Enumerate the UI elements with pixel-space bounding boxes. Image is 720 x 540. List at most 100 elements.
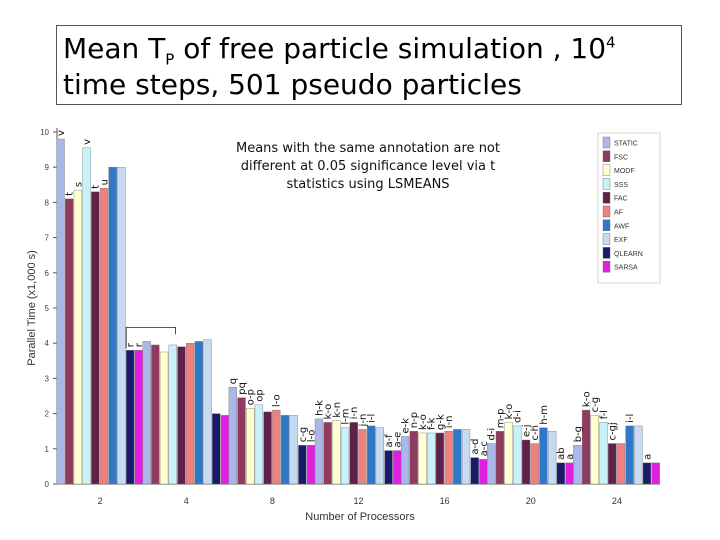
bar: [65, 198, 74, 485]
bar-annotation-label: k-n: [332, 402, 343, 418]
x-tick-label: 12: [353, 496, 363, 506]
x-tick-label: 16: [440, 496, 450, 506]
bar-annotation-label: s: [73, 182, 84, 187]
bar: [177, 346, 186, 485]
bar-annotation-label: o-p: [246, 389, 257, 405]
legend-item: QLEARN: [614, 251, 643, 258]
bar-annotation-label: f-l: [599, 410, 610, 419]
bar-annotation-label: k-o: [323, 404, 334, 420]
bar: [573, 445, 582, 485]
bar: [495, 431, 505, 485]
bar-annotation-label: u: [99, 179, 110, 185]
legend-item: EXF: [614, 237, 628, 244]
bar-annotation-label: n-p: [409, 412, 420, 428]
bar-annotation-label: f-k: [427, 417, 438, 430]
bar: [168, 344, 177, 485]
bar: [332, 420, 341, 485]
bar: [203, 339, 212, 485]
bar-annotation-label: ab: [556, 447, 567, 459]
legend-swatch: [602, 247, 611, 259]
bar-annotation-label: i-n: [444, 415, 455, 428]
bar: [470, 457, 479, 485]
x-tick-label: 2: [98, 496, 103, 506]
bar: [340, 427, 350, 485]
bar: [634, 425, 643, 485]
y-tick-label: 7: [45, 234, 50, 243]
bar: [142, 341, 151, 485]
bar-annotation-label: l-o: [272, 394, 283, 407]
bar: [565, 462, 574, 485]
bar: [186, 343, 195, 485]
title-superscript: 4: [606, 33, 616, 52]
bar: [504, 422, 513, 485]
legend-item: FSC: [614, 154, 628, 161]
legend-swatch: [602, 219, 611, 232]
bar-annotation-label: a-d: [470, 439, 481, 455]
bar: [125, 350, 135, 485]
bar: [642, 462, 652, 485]
bar: [298, 445, 307, 485]
bar-annotation-label: h-m: [539, 405, 550, 425]
bar: [306, 445, 316, 485]
legend-item: SARSA: [614, 265, 638, 272]
legend-item: AWF: [614, 223, 629, 230]
bar: [393, 450, 402, 485]
bar-annotation-label: l-m: [340, 409, 351, 425]
bar: [530, 443, 539, 485]
bar: [134, 350, 143, 485]
bar: [461, 429, 471, 485]
y-axis-label: Parallel Time (x1,000 s): [26, 250, 38, 366]
bar: [151, 344, 160, 485]
bar-annotation-label: t: [91, 185, 102, 189]
bar-annotation-label: a: [642, 454, 653, 460]
bar: [349, 422, 358, 485]
bar: [263, 411, 272, 485]
bar: [651, 462, 660, 485]
bar: [108, 166, 117, 485]
x-tick-label: 8: [270, 496, 275, 506]
bar-annotation-label: g-k: [435, 414, 446, 430]
bar: [194, 341, 204, 485]
bar: [159, 351, 169, 485]
bar-annotation-label: h-k: [314, 400, 325, 416]
bar-annotation-label: op: [254, 389, 265, 401]
y-tick-label: 9: [45, 163, 50, 172]
legend-swatch: [602, 233, 611, 245]
bar: [91, 191, 100, 485]
y-tick-label: 10: [40, 128, 49, 137]
bar-annotation-label: a: [565, 454, 576, 460]
bar-annotation-label: v: [56, 130, 67, 136]
chart-title-line-1: Mean TP of free particle simulation , 10…: [63, 32, 616, 69]
chart-annotation: Means with the same annotation are not d…: [236, 141, 500, 192]
bar-annotation-label: a-e: [393, 432, 404, 448]
bar-annotation-label: q: [228, 378, 239, 384]
x-tick-label: 20: [526, 496, 536, 506]
bar: [487, 443, 496, 485]
bar-annotation-label: d-i: [513, 410, 524, 423]
bar: [616, 443, 626, 485]
bar-annotation-label: d-i: [487, 428, 498, 441]
bar-annotation-label: v: [82, 139, 93, 145]
x-tick-label: 4: [184, 496, 189, 506]
bar-annotation-label: m-p: [495, 408, 506, 428]
bar: [56, 138, 65, 485]
bar: [272, 409, 281, 485]
bar: [220, 415, 230, 485]
bar: [323, 422, 332, 485]
y-tick-label: 2: [45, 410, 50, 419]
bar: [384, 450, 393, 485]
chart-legend: STATIC FSC MODF SSS FAC AF AWF EXF QLEARN SARSA: [597, 132, 661, 284]
bar-annotation-label: r: [134, 342, 145, 347]
bar: [479, 459, 488, 485]
bar: [409, 431, 418, 485]
legend-item: SSS: [614, 182, 628, 189]
bar-annotation-label: k-o: [581, 391, 592, 407]
title-prefix: Mean T: [63, 32, 166, 65]
bar: [73, 189, 83, 485]
x-tick-label: 24: [612, 496, 622, 506]
bar: [556, 462, 565, 485]
chart-title-line-2: time steps, 501 pseudo particles: [63, 68, 522, 101]
legend-item: MODF: [614, 168, 635, 175]
